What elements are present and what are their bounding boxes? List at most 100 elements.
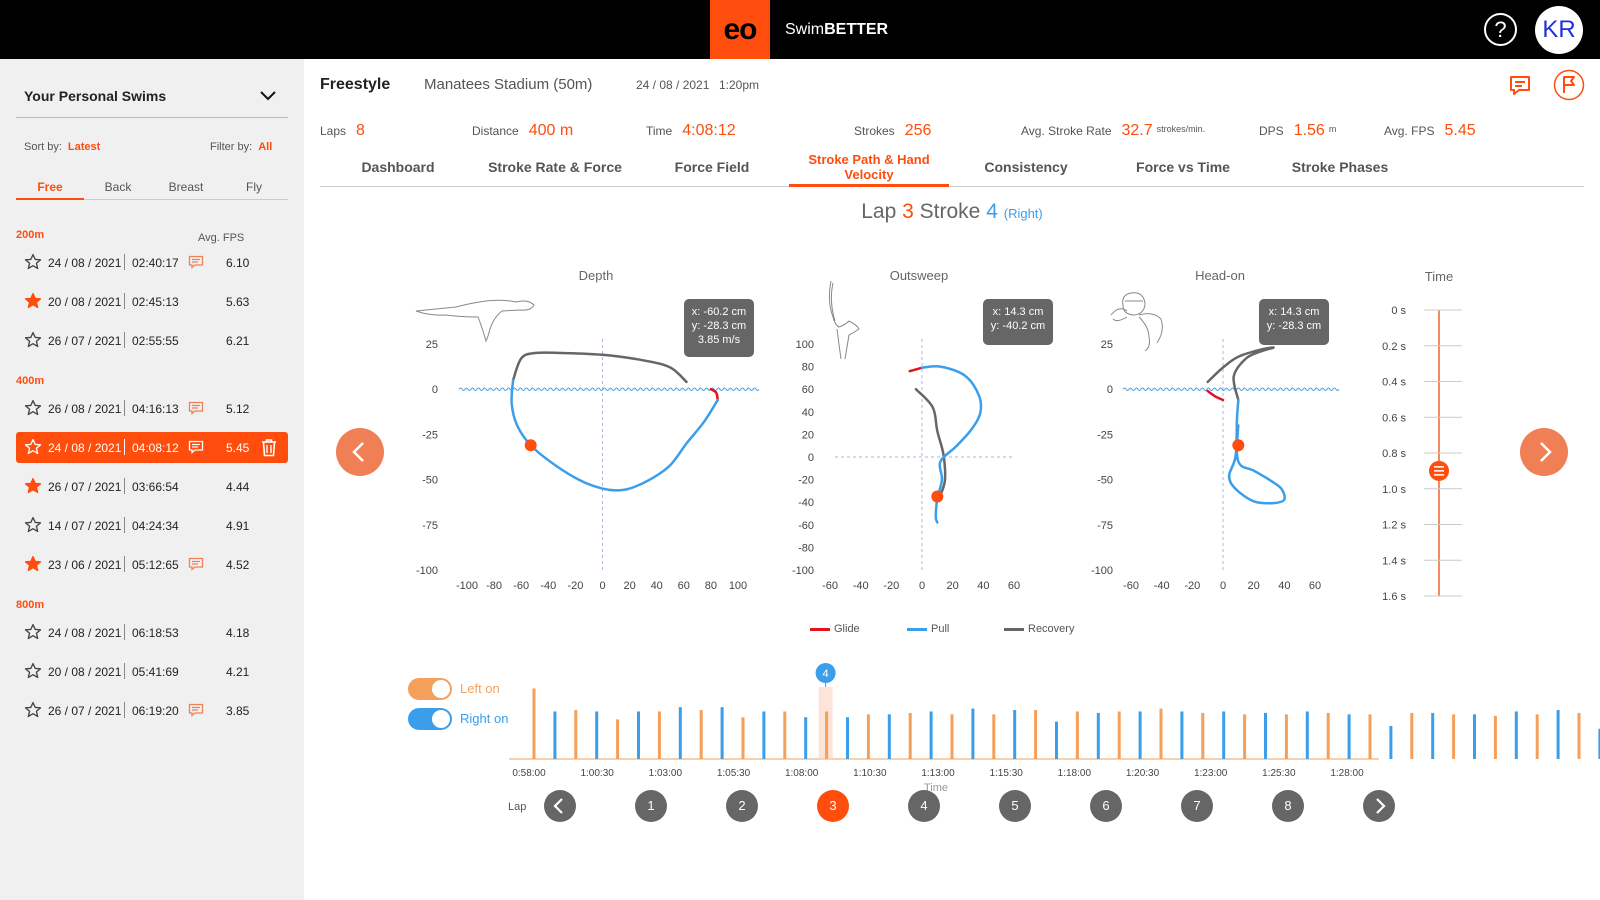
comment-icon[interactable]: [1504, 69, 1536, 101]
comment-icon[interactable]: [188, 255, 204, 269]
tooltip-line: x: -60.2 cm: [692, 306, 746, 318]
right-hand-toggle[interactable]: [408, 708, 452, 730]
timeline-tick-label: 0:58:00: [512, 768, 546, 779]
swim-date: 23 / 06 / 2021: [48, 558, 122, 572]
help-button[interactable]: ?: [1484, 13, 1517, 46]
lap-button[interactable]: 5: [999, 790, 1031, 822]
x-tick-label: -60: [822, 580, 838, 592]
next-stroke-button[interactable]: [1520, 428, 1568, 476]
right-stroke-bar: [1305, 711, 1309, 759]
stroke-label: Stroke: [919, 200, 981, 223]
y-tick-label: 80: [802, 362, 814, 374]
tab-breast[interactable]: Breast: [168, 180, 204, 194]
swim-row[interactable]: 23 / 06 / 2021 05:12:65 4.52: [16, 549, 288, 580]
tab-stroke-path-hand-velocity[interactable]: Stroke Path & Hand Velocity: [789, 152, 949, 187]
lap-button[interactable]: 2: [726, 790, 758, 822]
trash-icon[interactable]: [260, 438, 278, 457]
swim-row[interactable]: 14 / 07 / 2021 04:24:34 4.91: [16, 510, 288, 541]
star-filled-icon[interactable]: [24, 555, 42, 573]
star-outline-icon[interactable]: [24, 623, 42, 641]
x-tick-label: 20: [947, 580, 959, 592]
swim-fps: 4.52: [226, 558, 250, 572]
swim-row[interactable]: 24 / 08 / 2021 06:18:53 4.18: [16, 617, 288, 648]
legend-glide: Glide: [810, 623, 860, 635]
star-outline-icon[interactable]: [24, 331, 42, 349]
right-stroke-bar: [1514, 711, 1518, 759]
right-stroke-bar: [1013, 710, 1017, 759]
x-tick-label: -20: [883, 580, 899, 592]
tab-back[interactable]: Back: [104, 180, 132, 194]
left-stroke-bar: [825, 711, 829, 759]
star-outline-icon[interactable]: [24, 701, 42, 719]
lap-button[interactable]: 1: [635, 790, 667, 822]
comment-icon[interactable]: [188, 703, 204, 717]
star-outline-icon[interactable]: [24, 662, 42, 680]
tab-consistency[interactable]: Consistency: [984, 159, 1068, 175]
sort-value[interactable]: Latest: [67, 141, 101, 153]
comment-icon[interactable]: [188, 440, 204, 454]
comment-icon[interactable]: [188, 401, 204, 415]
lap-button[interactable]: 6: [1090, 790, 1122, 822]
swimmer-head-on-outline: [1110, 292, 1163, 352]
tab-stroke-rate-force[interactable]: Stroke Rate & Force: [488, 159, 622, 175]
swim-row[interactable]: 26 / 07 / 2021 06:19:20 3.85: [16, 695, 288, 726]
x-tick-label: 40: [1278, 580, 1290, 592]
selected-stroke-marker: [815, 663, 836, 683]
row-separator: [124, 663, 125, 679]
left-hand-toggle[interactable]: [408, 678, 452, 700]
swim-row[interactable]: 24 / 08 / 2021 04:08:12 5.45: [16, 432, 288, 463]
star-outline-icon[interactable]: [24, 253, 42, 271]
tab-dashboard[interactable]: Dashboard: [361, 159, 435, 175]
prev-stroke-button[interactable]: [336, 428, 384, 476]
filter-control[interactable]: Filter by: All: [210, 141, 272, 153]
swim-row[interactable]: 20 / 08 / 2021 05:41:69 4.21: [16, 656, 288, 687]
series-pull-path: [920, 364, 983, 524]
lap-next-button[interactable]: [1363, 790, 1395, 822]
sort-control[interactable]: Sort by: Latest: [24, 141, 100, 153]
tab-stroke-phases[interactable]: Stroke Phases: [1291, 159, 1389, 175]
tab-free[interactable]: Free: [16, 180, 84, 200]
chevron-down-icon[interactable]: [258, 85, 278, 105]
stat-fps-label: Avg. FPS: [1384, 124, 1435, 138]
comment-icon[interactable]: [188, 557, 204, 571]
star-outline-icon[interactable]: [24, 399, 42, 417]
swim-duration: 04:24:34: [132, 519, 179, 533]
left-stroke-bar: [532, 688, 536, 759]
tab-force-vs-time[interactable]: Force vs Time: [1136, 159, 1230, 175]
swim-fps: 4.18: [226, 626, 250, 640]
sidebar-title: Your Personal Swims: [24, 88, 167, 104]
x-tick-label: -60: [513, 580, 529, 592]
filter-value[interactable]: All: [258, 141, 273, 153]
star-filled-icon[interactable]: [24, 477, 42, 495]
lap-prev-button[interactable]: [544, 790, 576, 822]
stat-distance: Distance 400 m: [472, 122, 573, 140]
value-tooltip: [1259, 299, 1329, 345]
left-stroke-bar: [699, 710, 703, 759]
lap-button[interactable]: 4: [908, 790, 940, 822]
swim-row[interactable]: 26 / 07 / 2021 02:55:55 6.21: [16, 325, 288, 356]
swim-row[interactable]: 26 / 07 / 2021 03:66:54 4.44: [16, 471, 288, 502]
swim-row[interactable]: 26 / 08 / 2021 04:16:13 5.12: [16, 393, 288, 424]
star-filled-icon[interactable]: [24, 292, 42, 310]
lap-button[interactable]: 3: [817, 790, 849, 822]
row-separator: [124, 517, 125, 533]
swim-row[interactable]: 20 / 08 / 2021 02:45:13 5.63: [16, 286, 288, 317]
lap-button[interactable]: 8: [1272, 790, 1304, 822]
y-tick-label: 0: [1107, 384, 1113, 396]
time-tick-label: 1.2 s: [1382, 520, 1406, 532]
tab-fly[interactable]: Fly: [246, 180, 262, 194]
lap-button[interactable]: 7: [1181, 790, 1213, 822]
swim-row[interactable]: 24 / 08 / 2021 02:40:17 6.10: [16, 247, 288, 278]
star-outline-icon[interactable]: [24, 516, 42, 534]
star-outline-icon[interactable]: [24, 438, 42, 456]
flag-icon[interactable]: [1553, 69, 1585, 101]
left-stroke-bar: [1326, 712, 1330, 759]
row-separator: [124, 439, 125, 455]
tab-force-field[interactable]: Force Field: [674, 159, 750, 175]
timeline-tick-label: 1:15:30: [989, 768, 1023, 779]
stat-laps-value: 8: [356, 122, 365, 139]
user-avatar[interactable]: KR: [1535, 6, 1583, 54]
swim-duration: 03:66:54: [132, 480, 179, 494]
right-stroke-bar: [553, 711, 557, 759]
row-separator: [124, 293, 125, 309]
